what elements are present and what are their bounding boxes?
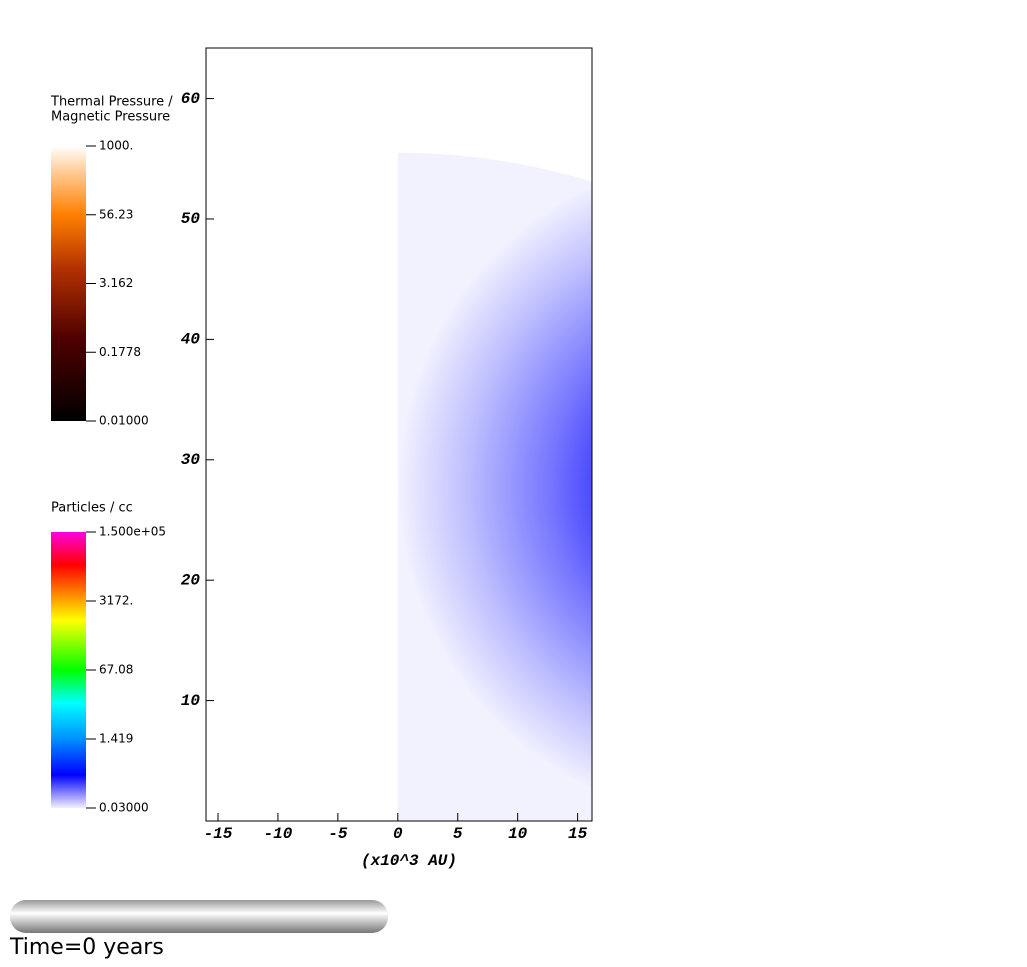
- x-tick-label: -15: [204, 825, 233, 843]
- y-tick-label: 60: [181, 90, 201, 108]
- field-clip: [397, 152, 592, 821]
- colorbar-tick-label: 3172.: [99, 594, 133, 608]
- x-tick-label: 15: [568, 825, 588, 843]
- colorbar-tick-label: 67.08: [99, 663, 133, 677]
- colorbar-tick-label: 1.500e+05: [99, 525, 166, 539]
- y-tick-label: 10: [181, 692, 201, 710]
- colorbar-tick-label: 0.01000: [99, 414, 149, 428]
- y-tick-label: 50: [181, 210, 201, 228]
- colorbar-title: Particles / cc: [51, 501, 133, 516]
- x-tick-label: 5: [453, 825, 463, 843]
- x-axis-label: (x10^3 AU): [361, 852, 457, 870]
- time-label: Time=0 years: [9, 935, 164, 960]
- y-tick-label: 30: [181, 451, 201, 469]
- y-tick-label: 40: [181, 331, 201, 349]
- y-tick-label: 20: [181, 571, 201, 589]
- colorbar-tick-label: 3.162: [99, 276, 133, 290]
- colorbar-title: Thermal Pressure /: [50, 95, 173, 110]
- colorbar-tick-label: 1000.: [99, 139, 133, 153]
- colorbar: [51, 532, 86, 808]
- colorbar-tick-label: 0.1778: [99, 345, 141, 359]
- plot-frame: [205, 47, 593, 822]
- colorbar-tick-label: 1.419: [99, 731, 133, 745]
- x-tick-label: -10: [264, 825, 293, 843]
- density-field: [397, 152, 592, 821]
- colorbar-tick-label: 56.23: [99, 207, 133, 221]
- colorbar: [51, 146, 86, 421]
- x-tick-label: -5: [328, 825, 348, 843]
- time-slider[interactable]: [10, 900, 388, 933]
- colorbar-title: Magnetic Pressure: [51, 110, 170, 125]
- x-tick-label: 0: [393, 825, 403, 843]
- x-tick-label: 10: [508, 825, 528, 843]
- colorbar-tick-label: 0.03000: [99, 801, 149, 815]
